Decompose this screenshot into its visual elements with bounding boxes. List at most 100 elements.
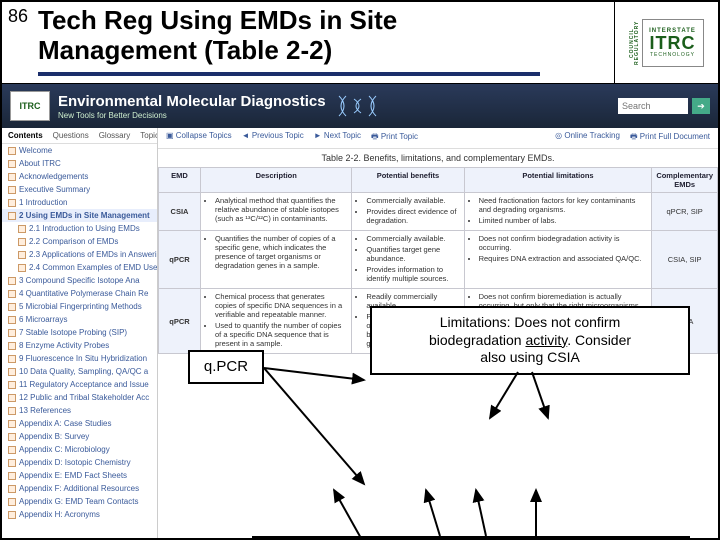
- sidebar: Contents Questions Glossary Topics Welco…: [2, 128, 158, 538]
- desc-cell: Analytical method that quantifies the re…: [201, 193, 352, 231]
- sidebar-item[interactable]: Appendix B: Survey: [2, 430, 157, 443]
- sidebar-item[interactable]: Appendix E: EMD Fact Sheets: [2, 469, 157, 482]
- table-caption: Table 2-2. Benefits, limitations, and co…: [158, 149, 718, 167]
- benefits-cell: Commercially available.Quantifies target…: [352, 231, 464, 289]
- search-box: ➔: [618, 98, 710, 114]
- doc-icon: [8, 277, 16, 285]
- sidebar-subitem[interactable]: 2.4 Common Examples of EMD Uses: [2, 261, 157, 274]
- table-header: Description: [201, 168, 352, 193]
- sidebar-item[interactable]: 5 Microbial Fingerprinting Methods: [2, 300, 157, 313]
- sidebar-subitem[interactable]: 2.2 Comparison of EMDs: [2, 235, 157, 248]
- sidebar-subitem[interactable]: 2.3 Applications of EMDs in Answerin: [2, 248, 157, 261]
- sidebar-item[interactable]: 10 Data Quality, Sampling, QA/QC a: [2, 365, 157, 378]
- print-topic-link[interactable]: 🖶 Print Topic: [371, 131, 418, 145]
- tab-glossary[interactable]: Glossary: [99, 131, 131, 140]
- sidebar-item[interactable]: 6 Microarrays: [2, 313, 157, 326]
- sidebar-item[interactable]: 1 Introduction: [2, 196, 157, 209]
- slide-title: Tech Reg Using EMDs in Site Management (…: [38, 6, 608, 66]
- table-header: Complementary EMDs: [652, 168, 718, 193]
- doc-icon: [8, 316, 16, 324]
- limitations-cell: Does not confirm biodegradation activity…: [464, 231, 652, 289]
- sidebar-item[interactable]: 12 Public and Tribal Stakeholder Acc: [2, 391, 157, 404]
- sidebar-subitem[interactable]: 2.1 Introduction to Using EMDs: [2, 222, 157, 235]
- slide-frame: 86 Tech Reg Using EMDs in Site Managemen…: [0, 0, 720, 540]
- doc-icon: [8, 485, 16, 493]
- prev-topic-link[interactable]: ◄ Previous Topic: [242, 131, 304, 145]
- emd-table: EMDDescriptionPotential benefitsPotentia…: [158, 167, 718, 354]
- doc-icon: [18, 251, 26, 259]
- doc-icon: [8, 368, 16, 376]
- doc-icon: [8, 446, 16, 454]
- title-line1: Tech Reg Using EMDs in Site: [38, 5, 397, 35]
- sidebar-item[interactable]: Welcome: [2, 144, 157, 157]
- search-go-button[interactable]: ➔: [692, 98, 710, 114]
- title-rule: [38, 72, 540, 76]
- title-block: Tech Reg Using EMDs in Site Management (…: [2, 2, 614, 83]
- sidebar-item[interactable]: 7 Stable Isotope Probing (SIP): [2, 326, 157, 339]
- sidebar-item[interactable]: Appendix G: EMD Team Contacts: [2, 495, 157, 508]
- doc-icon: [8, 199, 16, 207]
- itrc-logo: COUNCIL REGULATORY INTERSTATE ITRC TECHN…: [630, 18, 704, 68]
- banner-titles: Environmental Molecular Diagnostics New …: [58, 93, 326, 120]
- table-row: qPCRChemical process that generates copi…: [159, 289, 718, 354]
- sidebar-item[interactable]: 13 References: [2, 404, 157, 417]
- slide-header: Tech Reg Using EMDs in Site Management (…: [2, 2, 718, 84]
- sidebar-item[interactable]: 11 Regulatory Acceptance and Issue: [2, 378, 157, 391]
- doc-icon: [8, 433, 16, 441]
- next-topic-link[interactable]: ► Next Topic: [314, 131, 361, 145]
- sidebar-item[interactable]: About ITRC: [2, 157, 157, 170]
- doc-icon: [8, 381, 16, 389]
- sidebar-item[interactable]: 4 Quantitative Polymerase Chain Re: [2, 287, 157, 300]
- tab-questions[interactable]: Questions: [53, 131, 89, 140]
- doc-icon: [18, 225, 26, 233]
- doc-icon: [8, 407, 16, 415]
- doc-icon: [8, 160, 16, 168]
- table-header: Potential benefits: [352, 168, 464, 193]
- sidebar-item[interactable]: Acknowledgements: [2, 170, 157, 183]
- site-banner: ITRC Environmental Molecular Diagnostics…: [2, 84, 718, 128]
- tab-contents[interactable]: Contents: [8, 131, 43, 140]
- sidebar-item[interactable]: Appendix F: Additional Resources: [2, 482, 157, 495]
- doc-icon: [8, 459, 16, 467]
- doc-icon: [8, 147, 16, 155]
- table-header: Potential limitations: [464, 168, 652, 193]
- collapse-topics-link[interactable]: ▣ Collapse Topics: [166, 131, 232, 145]
- online-tracking-link[interactable]: ◎ Online Tracking: [555, 131, 620, 145]
- content-pane: ▣ Collapse Topics ◄ Previous Topic ► Nex…: [158, 128, 718, 538]
- tab-topics[interactable]: Topics: [140, 131, 158, 140]
- print-full-link[interactable]: 🖶 Print Full Document: [630, 131, 710, 145]
- doc-icon: [8, 420, 16, 428]
- emd-cell: qPCR: [159, 231, 201, 289]
- doc-icon: [8, 355, 16, 363]
- sidebar-item[interactable]: 9 Fluorescence In Situ Hybridization: [2, 352, 157, 365]
- sidebar-item[interactable]: Appendix H: Acronyms: [2, 508, 157, 521]
- sidebar-item[interactable]: Appendix C: Microbiology: [2, 443, 157, 456]
- page-number: 86: [4, 4, 32, 29]
- title-line2: Management (Table 2-2): [38, 35, 332, 65]
- sidebar-item[interactable]: Executive Summary: [2, 183, 157, 196]
- doc-icon: [8, 498, 16, 506]
- limitations-cell: Need fractionation factors for key conta…: [464, 193, 652, 231]
- banner-subtitle: New Tools for Better Decisions: [58, 111, 326, 120]
- sidebar-item[interactable]: 8 Enzyme Activity Probes: [2, 339, 157, 352]
- sidebar-item[interactable]: Appendix A: Case Studies: [2, 417, 157, 430]
- search-input[interactable]: [618, 98, 688, 114]
- sidebar-item[interactable]: 3 Compound Specific Isotope Ana: [2, 274, 157, 287]
- sidebar-item[interactable]: Appendix D: Isotopic Chemistry: [2, 456, 157, 469]
- doc-icon: [8, 186, 16, 194]
- emd-cell: qPCR: [159, 289, 201, 354]
- doc-icon: [8, 173, 16, 181]
- doc-icon: [8, 303, 16, 311]
- comp-cell: CSIA: [652, 289, 718, 354]
- itrc-logo-cell: COUNCIL REGULATORY INTERSTATE ITRC TECHN…: [614, 2, 718, 83]
- logo-side-text: COUNCIL REGULATORY: [630, 18, 640, 68]
- benefits-cell: Commercially available.Provides direct e…: [352, 193, 464, 231]
- doc-icon: [8, 329, 16, 337]
- doc-icon: [8, 212, 16, 220]
- sidebar-item[interactable]: 2 Using EMDs in Site Management: [2, 209, 157, 222]
- content-toolbar: ▣ Collapse Topics ◄ Previous Topic ► Nex…: [158, 128, 718, 149]
- doc-icon: [8, 511, 16, 519]
- sidebar-list: WelcomeAbout ITRCAcknowledgementsExecuti…: [2, 144, 157, 521]
- doc-icon: [8, 394, 16, 402]
- comp-cell: CSIA, SIP: [652, 231, 718, 289]
